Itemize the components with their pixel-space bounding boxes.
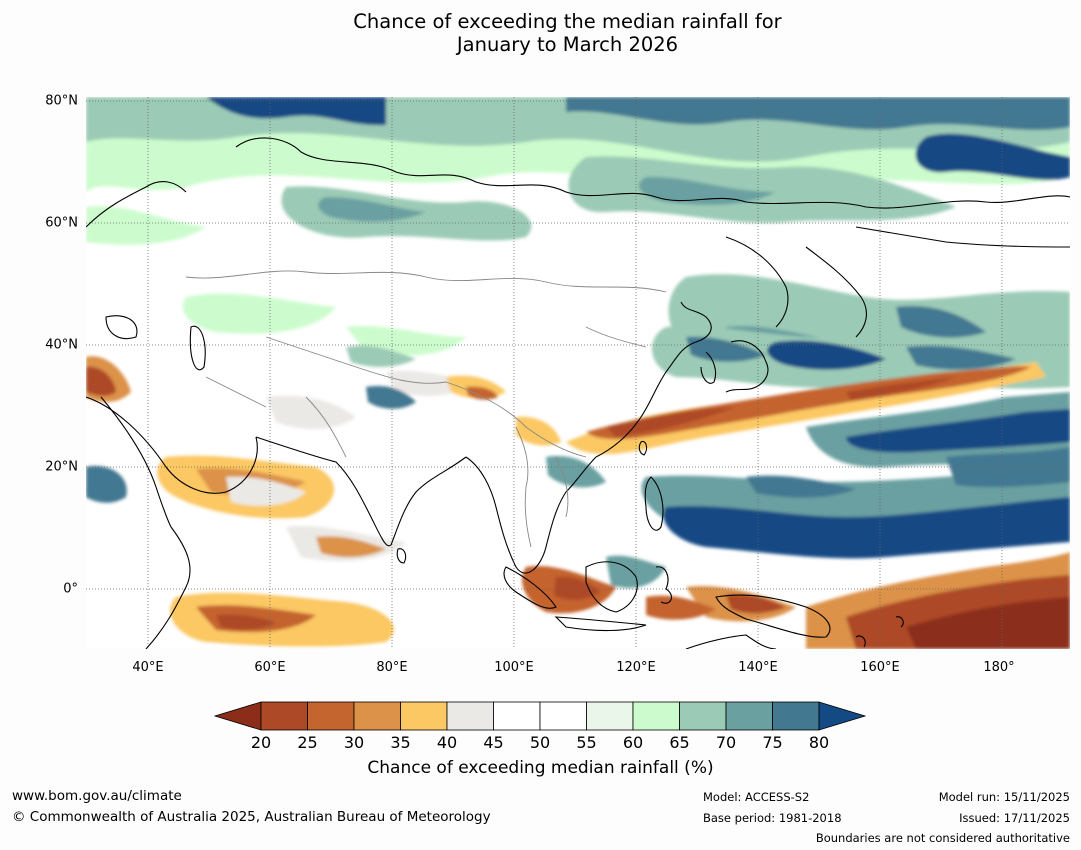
colorbar-label: Chance of exceeding median rainfall (%) <box>367 758 714 778</box>
graticule <box>86 97 1070 649</box>
colorbar-tick-label: 70 <box>715 733 737 752</box>
lon-label-180: 180° <box>983 660 1015 675</box>
title-line-2: January to March 2026 <box>456 33 679 56</box>
lon-label-80e: 80°E <box>376 660 408 675</box>
model-run-text: Model run: 15/11/2025 <box>938 790 1070 804</box>
colorbar-cell <box>772 701 820 731</box>
colorbar-tick-label: 60 <box>622 733 644 752</box>
colorbar-cell <box>679 701 727 731</box>
colorbar <box>214 701 866 731</box>
colorbar-tick-label: 55 <box>576 733 597 752</box>
lon-label-60e: 60°E <box>254 660 286 675</box>
lat-label-20n: 20°N <box>45 459 78 475</box>
lon-label-160e: 160°E <box>860 660 900 675</box>
colorbar-cell <box>353 701 401 731</box>
website-link[interactable]: www.bom.gov.au/climate <box>12 788 182 804</box>
model-text: Model: ACCESS-S2 <box>703 790 810 804</box>
colorbar-cell <box>400 701 448 731</box>
colorbar-cell <box>260 701 308 731</box>
colorbar-cell <box>632 701 680 731</box>
colorbar-tick-label: 30 <box>343 733 365 752</box>
coastlines <box>86 137 1070 649</box>
chart-title: Chance of exceeding the median rainfall … <box>0 10 1081 56</box>
colorbar-tick-label: 75 <box>762 733 783 752</box>
map-canvas <box>86 97 1070 649</box>
colorbar-over-triangle <box>818 701 866 731</box>
lat-label-60n: 60°N <box>45 215 78 231</box>
lon-label-40e: 40°E <box>132 660 164 675</box>
colorbar-cell <box>586 701 634 731</box>
lon-label-140e: 140°E <box>738 660 778 675</box>
colorbar-tick-label: 45 <box>483 733 504 752</box>
colorbar-cell <box>539 701 587 731</box>
colorbar-tick-label: 25 <box>297 733 318 752</box>
lat-label-40n: 40°N <box>45 337 78 353</box>
colorbar-tick-label: 65 <box>669 733 690 752</box>
disclaimer-text: Boundaries are not considered authoritat… <box>815 831 1070 845</box>
lat-label-80n: 80°N <box>45 93 78 109</box>
title-line-1: Chance of exceeding the median rainfall … <box>353 10 782 33</box>
colorbar-cells <box>214 701 866 731</box>
colorbar-under-triangle <box>214 701 262 731</box>
colorbar-tick-label: 20 <box>250 733 272 752</box>
colorbar-tick-label: 80 <box>808 733 830 752</box>
colorbar-cell <box>493 701 541 731</box>
colorbar-cell <box>725 701 773 731</box>
lon-label-100e: 100°E <box>494 660 534 675</box>
lat-label-0: 0° <box>63 581 78 597</box>
lon-label-120e: 120°E <box>616 660 656 675</box>
colorbar-tick-label: 35 <box>390 733 411 752</box>
colorbar-cell <box>446 701 494 731</box>
colorbar-tick-label: 50 <box>529 733 551 752</box>
base-period-text: Base period: 1981-2018 <box>703 811 842 825</box>
copyright-text: © Commonwealth of Australia 2025, Austra… <box>12 809 491 825</box>
colorbar-cell <box>307 701 355 731</box>
probability-field <box>86 97 1070 649</box>
country-borders <box>185 270 667 548</box>
issued-text: Issued: 17/11/2025 <box>959 811 1070 825</box>
rainfall-probability-map <box>86 97 1070 649</box>
colorbar-tick-label: 40 <box>436 733 458 752</box>
